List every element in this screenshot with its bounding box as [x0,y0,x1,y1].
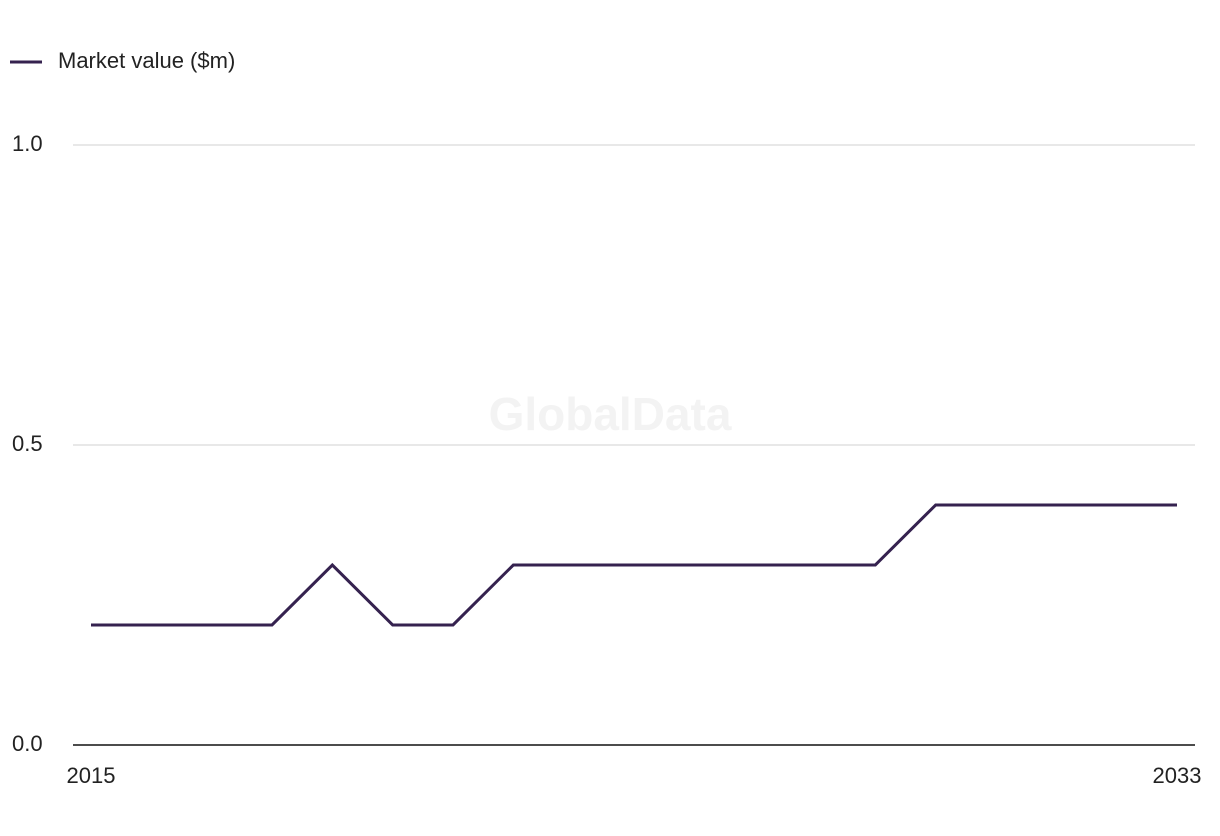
x-tick-label: 2015 [67,763,116,788]
y-tick-label: 0.5 [12,431,43,456]
y-tick-label: 1.0 [12,131,43,156]
watermark: GlobalData [489,388,732,440]
y-tick-label: 0.0 [12,731,43,756]
legend-label: Market value ($m) [58,48,235,73]
x-tick-label: 2033 [1153,763,1202,788]
data-line [91,503,1177,627]
